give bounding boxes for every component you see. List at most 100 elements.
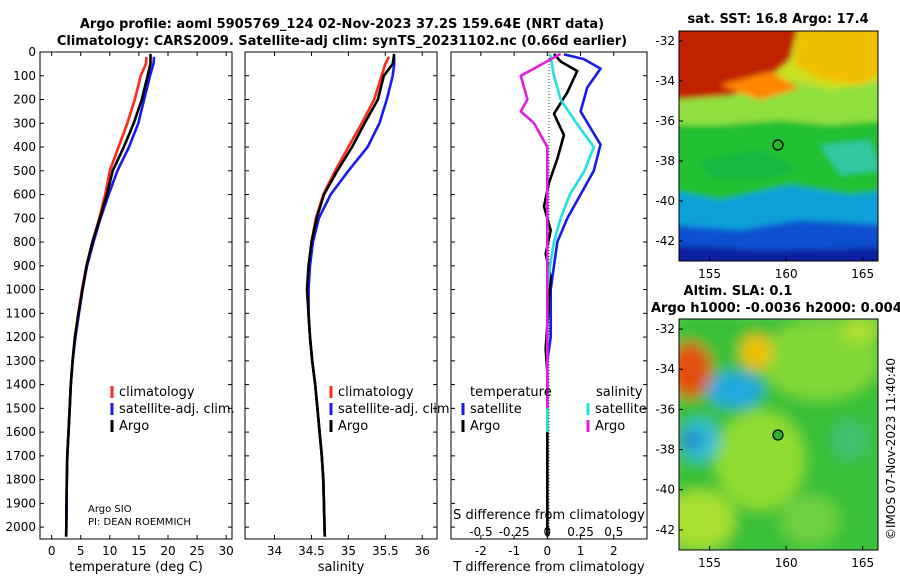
y-tick-label: 400 (13, 140, 36, 154)
x-tick-label: -2 (475, 544, 487, 558)
x-tick-label: 1 (577, 544, 585, 558)
difference-profiles (519, 52, 602, 537)
temperature-plot-area (39, 51, 233, 540)
map-y-tick-label: -32 (655, 34, 675, 48)
map-y-tick-label: -42 (655, 234, 675, 248)
temperature-profiles (64, 53, 156, 537)
argo-float-marker (772, 139, 784, 151)
salinity-profiles (305, 53, 396, 537)
x-tick-label: 0 (544, 544, 552, 558)
sla-map-title: Altim. SLA: 0.1 (684, 284, 793, 299)
sla-heatmap (679, 319, 878, 550)
temperature-xlabel: temperature (deg C) (69, 560, 203, 575)
y-tick-label: 600 (13, 188, 36, 202)
legend-label-sal-satellite: satellite (595, 402, 647, 417)
map-y-tick-label: -32 (655, 322, 675, 336)
map-x-tick-label: 155 (698, 556, 721, 570)
legend-label-satellite: satellite-adj. clim. (119, 402, 235, 417)
y-tick-label: 1500 (5, 401, 36, 415)
x-tick-label: 2 (610, 544, 618, 558)
salinity-axis-ticks: 34 34.5 35 35.5 36 (245, 51, 437, 558)
salinity-panel: 34 34.5 35 35.5 36 salinity climatology sate… (244, 51, 454, 575)
x-tick-label: 5 (77, 544, 85, 558)
x-tick-label: 36 (415, 544, 430, 558)
sst-map-ticks: 155 160 165 -32 -34 -36 -38 -40 -42 (655, 34, 874, 281)
x-tick-label: 15 (131, 544, 146, 558)
x-tick-label: 34 (267, 544, 282, 558)
series-line-salinity-argo (519, 52, 562, 409)
y-tick-label: 1700 (5, 449, 36, 463)
x-top-tick-label: 0.5 (604, 525, 623, 539)
y-tick-label: 1600 (5, 425, 36, 439)
sla-map-frame (678, 318, 879, 551)
salinity-plot-area (244, 51, 438, 540)
legend-label-argo: Argo (119, 419, 149, 434)
y-tick-label: 1200 (5, 330, 36, 344)
salinity-diff-legend: salinity satellite Argo (586, 385, 647, 434)
title-line-1: Argo profile: aoml 5905769_124 02-Nov-20… (80, 17, 604, 32)
y-tick-label: 1800 (5, 473, 36, 487)
x-top-tick-label: -0.5 (469, 525, 492, 539)
map-y-tick-label: -42 (655, 523, 675, 537)
title-line-2: Climatology: CARS2009. Satellite-adj cli… (57, 34, 627, 49)
y-tick-label: 700 (13, 211, 36, 225)
temperature-legend: climatology satellite-adj. clim. Argo (110, 385, 235, 434)
legend-label-temp-satellite: satellite (470, 402, 522, 417)
y-tick-label: 1000 (5, 283, 36, 297)
credit-pi: PI: DEAN ROEMMICH (88, 517, 191, 528)
temperature-axis-ticks: 0 5 10 15 20 25 300100200300400500600700800900… (5, 45, 233, 558)
legend-title-temperature: temperature (470, 385, 552, 400)
sst-map-frame (678, 30, 879, 262)
x-tick-label: 25 (189, 544, 204, 558)
legend-title-salinity: salinity (596, 385, 643, 400)
x-tick-label: 10 (102, 544, 117, 558)
legend-label-argo: Argo (338, 419, 368, 434)
x-tick-label: 0 (48, 544, 56, 558)
y-tick-label: 0 (28, 45, 36, 59)
sst-map-title: sat. SST: 16.8 Argo: 17.4 (687, 12, 868, 27)
x-top-tick-label: 0.25 (567, 525, 594, 539)
sla-map-subtitle: Argo h1000: -0.0036 h2000: 0.0045 (651, 301, 900, 316)
y-tick-label: 200 (13, 93, 36, 107)
salinity-legend: climatology satellite-adj. clim. Argo (329, 385, 454, 434)
map-y-tick-label: -38 (655, 443, 675, 457)
legend-label-sal-argo: Argo (595, 419, 625, 434)
difference-panel: -2 -1 0 1 2-0.5 -0.25 0 0.25 0.5 T difference fr… (450, 51, 648, 575)
difference-axis-ticks: -2 -1 0 1 2-0.5 -0.25 0 0.25 0.5 (451, 51, 647, 558)
map-y-tick-label: -36 (655, 402, 675, 416)
map-y-tick-label: -34 (655, 362, 675, 376)
sla-map-ticks: 155 160 165 -32 -34 -36 -38 -40 -42 (655, 322, 874, 570)
map-y-tick-label: -34 (655, 74, 675, 88)
map-y-tick-label: -38 (655, 154, 675, 168)
x-tick-label: 20 (160, 544, 175, 558)
y-tick-label: 100 (13, 69, 36, 83)
y-tick-label: 1400 (5, 378, 36, 392)
x-tick-label: 30 (219, 544, 234, 558)
x-top-tick-label: -0.25 (499, 525, 530, 539)
sst-heatmap (679, 31, 878, 261)
legend-label-climatology: climatology (338, 385, 414, 400)
legend-label-temp-argo: Argo (470, 419, 500, 434)
map-y-tick-label: -40 (655, 194, 675, 208)
x-tick-label: 34.5 (298, 544, 325, 558)
map-y-tick-label: -36 (655, 114, 675, 128)
map-x-tick-label: 155 (698, 267, 721, 281)
series-line-argo (305, 53, 396, 537)
imos-watermark: ©IMOS 07-Nov-2023 11:40:40 (884, 358, 898, 540)
y-tick-label: 1300 (5, 354, 36, 368)
y-tick-label: 1900 (5, 496, 36, 510)
map-x-tick-label: 165 (851, 556, 874, 570)
y-tick-label: 500 (13, 164, 36, 178)
map-y-tick-label: -40 (655, 483, 675, 497)
x-tick-label: -1 (508, 544, 520, 558)
map-x-tick-label: 160 (775, 556, 798, 570)
legend-label-satellite: satellite-adj. clim. (338, 402, 454, 417)
map-x-tick-label: 165 (851, 267, 874, 281)
temperature-panel: 0 5 10 15 20 25 300100200300400500600700800900… (5, 45, 234, 575)
y-tick-label: 1100 (5, 306, 36, 320)
sst-map-panel: sat. SST: 16.8 Argo: 17.4 155 160 165 -32 -3… (655, 12, 879, 281)
difference-xlabel: T difference from climatology (452, 560, 645, 575)
map-x-tick-label: 160 (775, 267, 798, 281)
salinity-xlabel: salinity (318, 560, 365, 575)
